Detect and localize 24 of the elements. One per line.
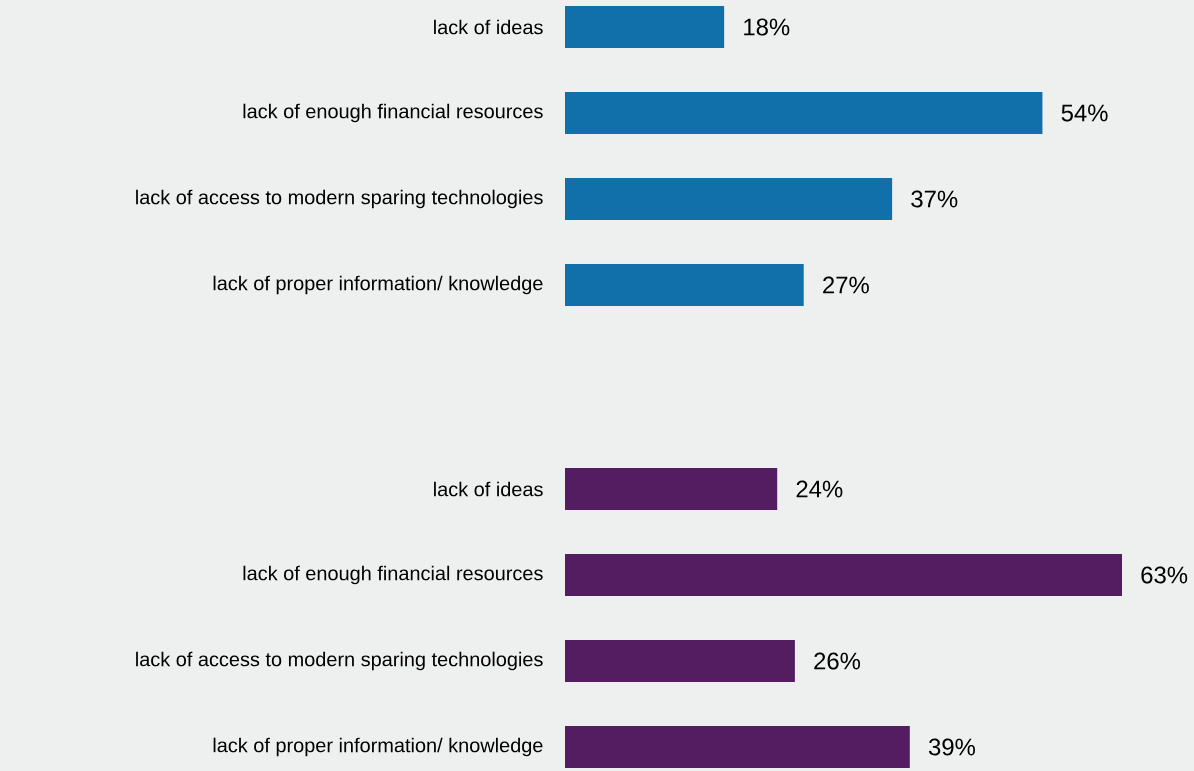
data-label: 54%	[1061, 104, 1108, 122]
y-tick-label: lack of access to modern sparing technologies	[136, 189, 543, 209]
y-tick-label: lack of proper information/ knowledge	[213, 737, 543, 757]
data-label: 37%	[911, 190, 958, 208]
bar	[565, 468, 778, 510]
bar	[565, 640, 795, 683]
data-label: 24%	[796, 480, 843, 498]
data-label: 39%	[928, 738, 976, 756]
y-tick-label: lack of enough financial resources	[243, 103, 543, 123]
bar	[565, 92, 1043, 134]
bar	[565, 726, 910, 769]
y-tick-label: lack of access to modern sparing technologies	[136, 651, 543, 671]
data-label: 63%	[1141, 566, 1188, 584]
data-label: 26%	[814, 652, 861, 670]
y-tick-label: lack of proper information/ knowledge	[213, 275, 543, 295]
bar	[565, 554, 1123, 597]
y-tick-label: lack of ideas	[434, 19, 543, 35]
y-tick-label: lack of enough financial resources	[243, 565, 543, 585]
data-label: 18%	[744, 18, 790, 36]
bar	[565, 178, 893, 220]
bar	[565, 6, 725, 48]
y-tick-label: lack of ideas	[434, 481, 543, 497]
bar	[565, 264, 804, 306]
data-label: 27%	[823, 276, 869, 294]
